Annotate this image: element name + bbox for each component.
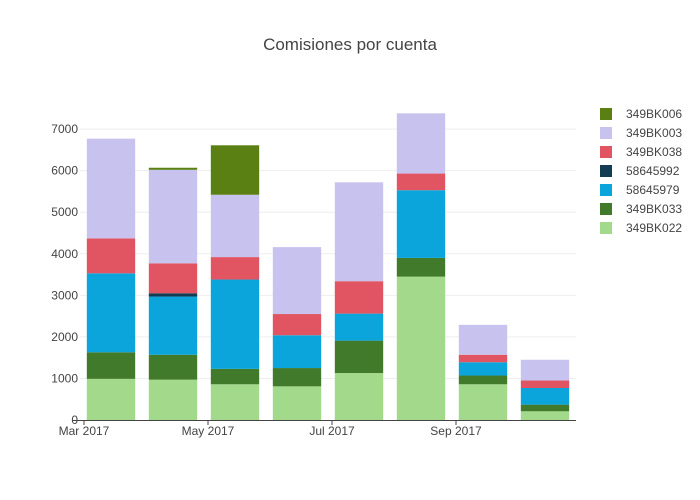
bar-segment: [148, 296, 198, 355]
bar-segment: [458, 354, 508, 363]
legend-label: 349BK022: [626, 221, 682, 235]
legend-item[interactable]: 58645992: [600, 164, 680, 178]
y-tick-label: 5000: [51, 205, 78, 219]
legend-swatch: [600, 165, 612, 177]
bar-segment: [396, 113, 446, 174]
legend-swatch: [600, 127, 612, 139]
bar-segment: [86, 352, 136, 379]
legend-swatch: [600, 108, 612, 120]
x-tick-label: Jul 2017: [309, 424, 355, 438]
bars: [86, 113, 570, 420]
legend-item[interactable]: 349BK022: [600, 221, 682, 235]
bar-segment: [272, 314, 322, 336]
legend-swatch: [600, 146, 612, 158]
legend-label: 58645992: [626, 164, 680, 178]
bar-segment: [86, 138, 136, 239]
y-tick-label: 3000: [51, 288, 78, 302]
bar-segment: [148, 263, 198, 294]
x-tick-label: May 2017: [182, 424, 235, 438]
axes: 01000200030004000500060007000Mar 2017May…: [51, 122, 576, 438]
bar-segment: [210, 257, 260, 280]
bar-segment: [396, 190, 446, 258]
bar-segment: [334, 281, 384, 314]
bar-segment: [148, 169, 198, 264]
bar-segment: [334, 313, 384, 341]
y-tick-label: 2000: [51, 330, 78, 344]
legend-item[interactable]: 349BK038: [600, 145, 682, 159]
bar-segment: [210, 145, 260, 195]
bar-segment: [458, 362, 508, 376]
bar-segment: [520, 380, 570, 388]
bar-segment: [272, 368, 322, 387]
legend-item[interactable]: 349BK033: [600, 202, 682, 216]
legend-label: 58645979: [626, 183, 680, 197]
legend-item[interactable]: 349BK003: [600, 126, 682, 140]
bar-segment: [334, 182, 384, 282]
bar-segment: [396, 173, 446, 191]
y-tick-label: 1000: [51, 371, 78, 385]
bar-segment: [520, 388, 570, 405]
bar-segment: [334, 340, 384, 374]
legend: 349BK006 349BK003 349BK038 58645992 58645979…: [600, 107, 682, 235]
bar-segment: [272, 386, 322, 420]
bar-segment: [210, 194, 260, 258]
bar-segment: [520, 404, 570, 412]
legend-label: 349BK038: [626, 145, 682, 159]
bar-segment: [520, 359, 570, 381]
legend-swatch: [600, 184, 612, 196]
legend-item[interactable]: 58645979: [600, 183, 680, 197]
legend-label: 349BK006: [626, 107, 682, 121]
bar-segment: [86, 378, 136, 420]
bar-segment: [86, 273, 136, 353]
x-tick-label: Sep 2017: [430, 424, 482, 438]
bar-segment: [210, 368, 260, 385]
bar-segment: [148, 379, 198, 420]
bar-segment: [210, 384, 260, 420]
bar-segment: [458, 384, 508, 420]
legend-label: 349BK033: [626, 202, 682, 216]
bar-segment: [396, 257, 446, 277]
bar-segment: [272, 335, 322, 369]
bar-segment: [148, 167, 198, 170]
bar-segment: [458, 375, 508, 385]
bar-segment: [458, 324, 508, 355]
legend-item[interactable]: 349BK006: [600, 107, 682, 121]
y-tick-label: 6000: [51, 164, 78, 178]
legend-swatch: [600, 203, 612, 215]
bar-segment: [148, 354, 198, 380]
bar-segment: [86, 238, 136, 274]
y-tick-label: 7000: [51, 122, 78, 136]
chart-title: Comisiones por cuenta: [263, 35, 437, 54]
bar-segment: [334, 373, 384, 420]
bar-segment: [210, 279, 260, 369]
x-tick-label: Mar 2017: [59, 424, 110, 438]
bar-segment: [272, 247, 322, 315]
legend-swatch: [600, 222, 612, 234]
bar-segment: [396, 276, 446, 420]
bar-segment: [148, 293, 198, 297]
bar-segment: [520, 411, 570, 420]
legend-label: 349BK003: [626, 126, 682, 140]
y-tick-label: 4000: [51, 247, 78, 261]
